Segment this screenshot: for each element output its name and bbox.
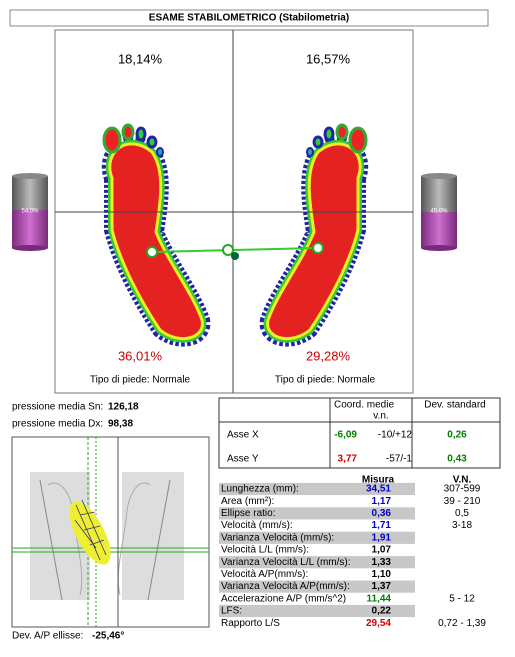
metric-normal: 307-599 xyxy=(444,484,481,495)
row-shade xyxy=(219,556,415,569)
metric-value: 11,44 xyxy=(367,593,392,604)
dev-value: 0,43 xyxy=(447,454,467,465)
metric-label: Area (mm²): xyxy=(221,496,274,507)
foot-silhouette xyxy=(122,472,184,600)
forefoot-right: 16,57% xyxy=(306,51,351,66)
row-shade xyxy=(219,482,415,496)
metric-value: 0,22 xyxy=(372,606,392,617)
normal-value: -57/-1 xyxy=(386,454,413,465)
metric-value: 1,10 xyxy=(372,569,392,580)
metric-value: 1,33 xyxy=(372,557,392,568)
metric-normal: 5 - 12 xyxy=(449,593,475,604)
coord-value: -6,09 xyxy=(334,430,357,441)
sway-path xyxy=(74,499,107,561)
stabilogram xyxy=(11,436,210,628)
metric-value: 1,71 xyxy=(372,520,392,531)
cylinder-fill xyxy=(12,210,48,248)
rearfoot-left: 36,01% xyxy=(118,348,163,363)
metric-normal: 0,5 xyxy=(455,508,469,519)
title: ESAME STABILOMETRICO (Stabilometria) xyxy=(149,13,349,24)
axis-line xyxy=(147,479,171,601)
axis-line xyxy=(39,479,63,601)
cop-line xyxy=(151,247,319,253)
normal-value: -10/+12 xyxy=(378,430,413,441)
load-right: 45.0% xyxy=(430,209,448,215)
ellipse-value: -25,46° xyxy=(92,631,124,642)
pressure-label: pressione media Dx: xyxy=(12,419,103,430)
metric-normal: 3-18 xyxy=(452,520,472,531)
cylinder-cap xyxy=(12,173,48,179)
load-cylinder-right: 45.0% xyxy=(421,173,457,251)
metric-label: Velocità (mm/s): xyxy=(221,520,293,531)
col-header: Dev. standard xyxy=(424,400,486,411)
dev-value: 0,26 xyxy=(447,430,467,441)
metric-label: Lunghezza (mm): xyxy=(221,484,299,495)
metrics-table: Lunghezza (mm): 34,51 307-599 Area (mm²): 1,… xyxy=(219,482,486,629)
table-border xyxy=(218,397,501,469)
pressure-label: pressione media Sn: xyxy=(12,402,103,413)
cylinder-cap xyxy=(421,245,457,251)
metric-label: Rapporto L/S xyxy=(221,618,280,629)
metric-label: Accelerazione A/P (mm/s^2) xyxy=(221,593,346,604)
row-shade xyxy=(219,604,415,618)
metric-value: 34,51 xyxy=(366,484,391,495)
metric-label: Velocità A/P(mm/s): xyxy=(221,569,308,580)
foot-type-right: Tipo di piede: Normale xyxy=(275,375,376,386)
row-shade xyxy=(219,531,415,544)
metric-value: 1,91 xyxy=(372,532,392,543)
metric-value: 0,36 xyxy=(372,508,392,519)
coord-value: 3,77 xyxy=(338,454,358,465)
col-header: Coord. medie xyxy=(334,400,394,411)
cylinder-cap xyxy=(12,245,48,251)
pressure-value: 126,18 xyxy=(108,402,139,413)
metric-value: 29,54 xyxy=(366,618,391,629)
cop-point xyxy=(222,244,234,256)
rearfoot-right: 29,28% xyxy=(306,348,351,363)
metric-label: Varianza Velocità (mm/s): xyxy=(221,532,334,543)
metric-label: Velocità L/L (mm/s): xyxy=(221,545,309,556)
cop-point xyxy=(312,242,324,254)
load-left: 54.0% xyxy=(21,209,39,215)
sway-ellipse xyxy=(69,501,111,565)
metric-value: 1,07 xyxy=(372,545,392,556)
metric-value: 1,37 xyxy=(372,581,392,592)
title-box xyxy=(9,9,489,27)
cylinder-top xyxy=(12,176,48,210)
col-header: Misura xyxy=(362,475,395,486)
pressure-value: 98,38 xyxy=(108,419,133,430)
col-header: v.n. xyxy=(373,411,388,422)
row-label: Asse X xyxy=(227,430,259,441)
row-shade xyxy=(219,580,415,593)
row-label: Asse Y xyxy=(227,454,259,465)
foot-type-left: Tipo di piede: Normale xyxy=(90,375,191,386)
metric-label: Ellipse ratio: xyxy=(221,508,275,519)
cylinder-top xyxy=(421,176,457,214)
coords-table: Coord. medie v.n. Dev. standard Asse X -6… xyxy=(218,397,501,469)
metric-label: Varianza Velocità A/P(mm/s): xyxy=(221,581,350,592)
ellipse-label: Dev. A/P ellisse: xyxy=(12,631,83,642)
forefoot-left: 18,14% xyxy=(118,51,163,66)
metric-label: Varianza Velocità L/L (mm/s): xyxy=(221,557,351,568)
metric-value: 1,17 xyxy=(372,496,392,507)
metric-normal: 0,72 - 1,39 xyxy=(438,618,486,629)
load-cylinder-left: 54.0% xyxy=(12,173,48,251)
cylinder-fill xyxy=(421,212,457,248)
col-header: V.N. xyxy=(453,475,472,486)
cop-point xyxy=(146,246,158,258)
cylinder-cap xyxy=(421,173,457,179)
metric-label: LFS: xyxy=(221,606,242,617)
cop-center xyxy=(231,252,239,260)
metric-normal: 39 - 210 xyxy=(444,496,481,507)
row-shade xyxy=(219,507,415,520)
